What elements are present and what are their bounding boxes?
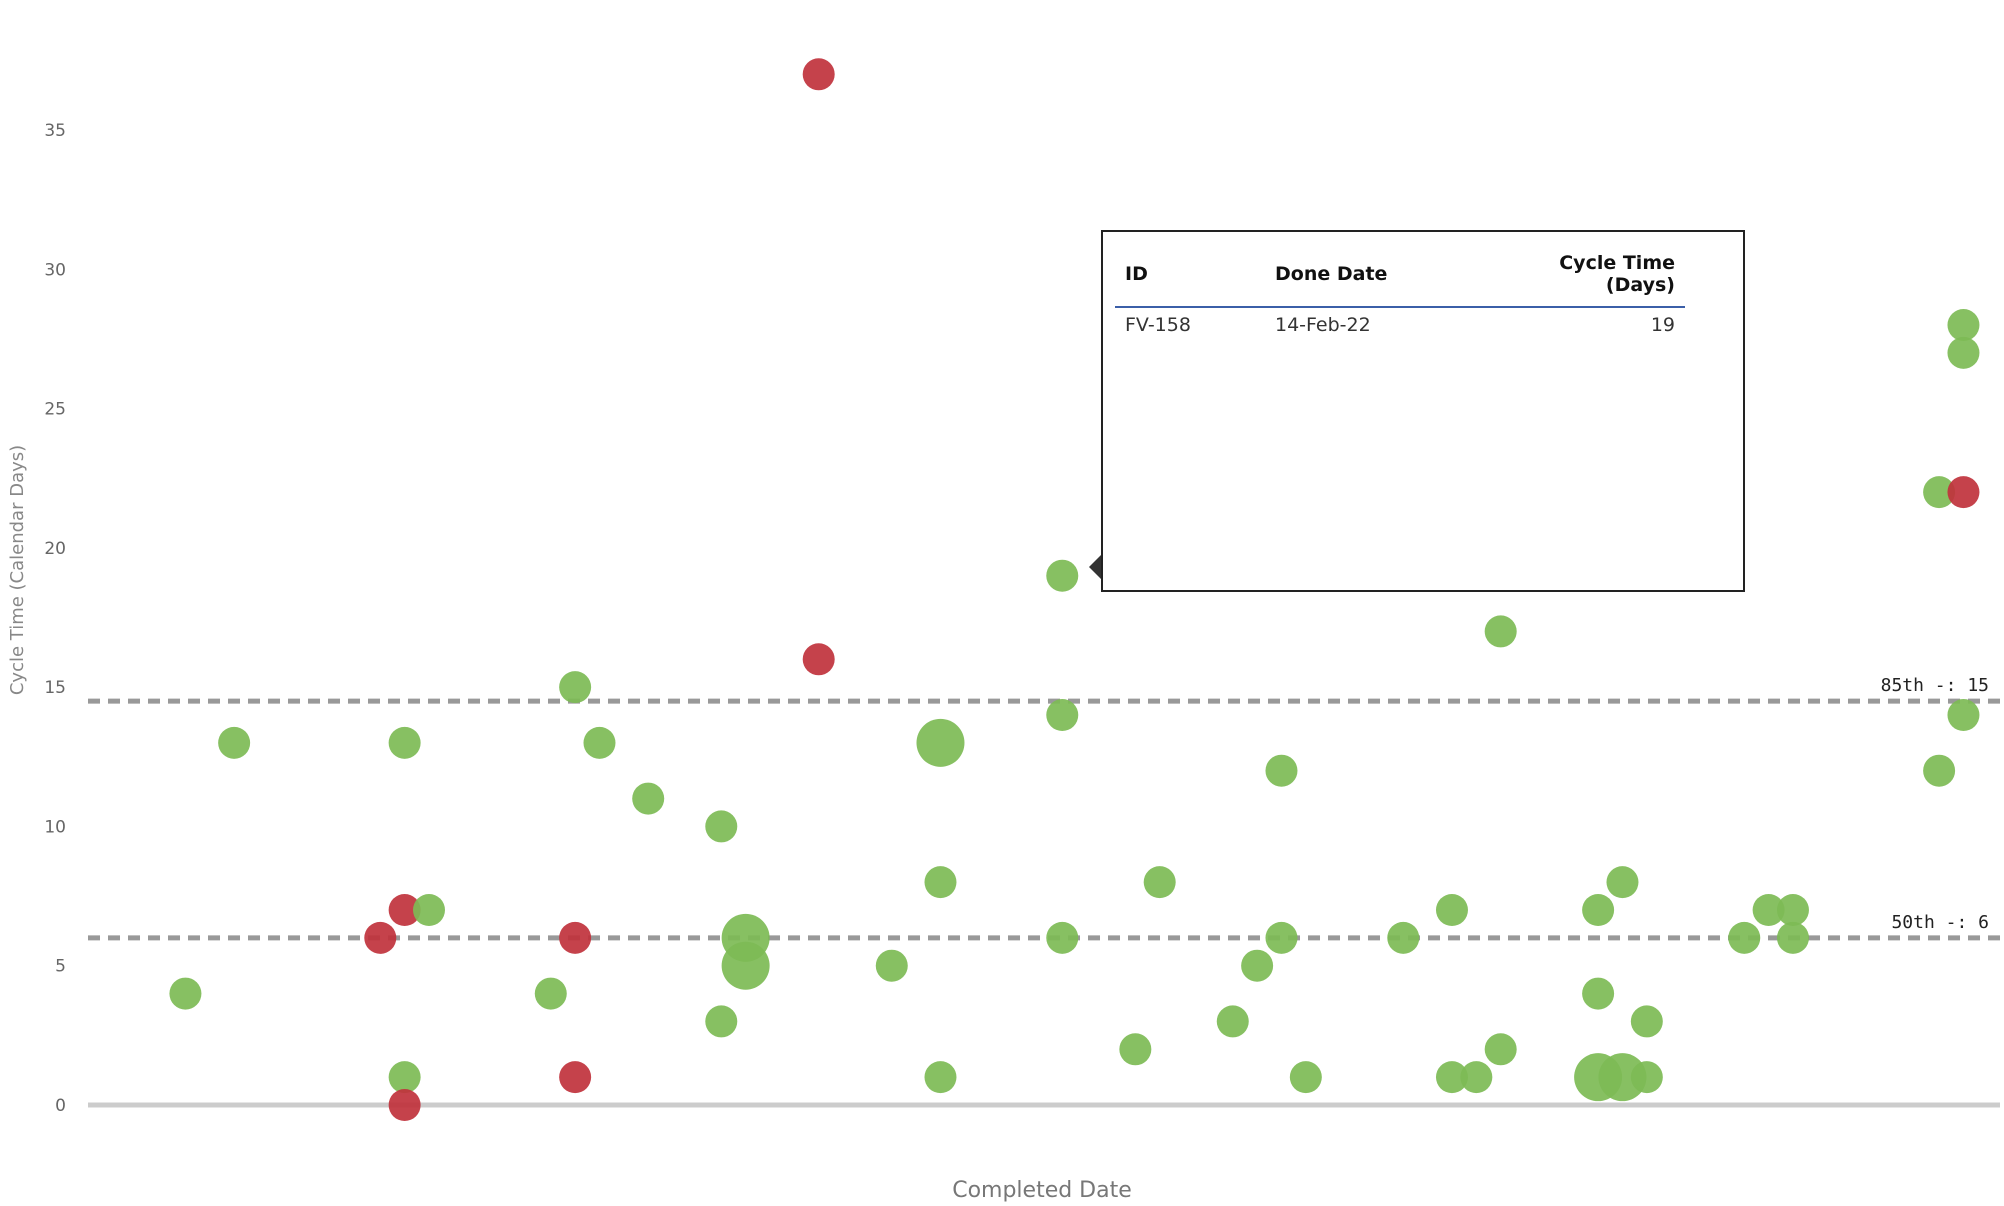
data-point[interactable] bbox=[1630, 1061, 1663, 1094]
data-point[interactable] bbox=[1776, 921, 1809, 954]
y-tick-label: 35 bbox=[44, 121, 66, 141]
y-axis-ticks: 0 5 10 15 20 25 30 35 bbox=[44, 121, 66, 1116]
tooltip-header-done-date: Done Date bbox=[1265, 246, 1475, 308]
data-point[interactable] bbox=[802, 643, 835, 676]
data-point[interactable] bbox=[388, 894, 421, 927]
data-point[interactable] bbox=[412, 894, 445, 927]
data-point[interactable] bbox=[1460, 1061, 1493, 1094]
data-point[interactable] bbox=[802, 58, 835, 91]
data-point[interactable] bbox=[1484, 615, 1517, 648]
data-point[interactable] bbox=[1046, 921, 1079, 954]
data-point[interactable] bbox=[169, 977, 202, 1010]
y-tick-label: 0 bbox=[55, 1096, 66, 1116]
tooltip-header-row: ID Done Date Cycle Time (Days) bbox=[1115, 246, 1685, 308]
data-point[interactable] bbox=[1776, 894, 1809, 927]
data-point[interactable] bbox=[1728, 921, 1761, 954]
data-point[interactable] bbox=[1947, 309, 1980, 342]
tooltip-pointer bbox=[1089, 555, 1101, 579]
data-points bbox=[169, 58, 1980, 1121]
tooltip-cell-done-date: 14-Feb-22 bbox=[1275, 314, 1371, 336]
reference-lines: 85th -: 15 50th -: 6 bbox=[88, 675, 2000, 941]
data-point[interactable] bbox=[1484, 1033, 1517, 1066]
data-point[interactable] bbox=[1046, 559, 1079, 592]
tooltip-cell-cycle-time: 19 bbox=[1650, 314, 1675, 336]
data-point[interactable] bbox=[559, 921, 592, 954]
y-tick-label: 10 bbox=[44, 817, 66, 837]
data-point[interactable] bbox=[1265, 754, 1298, 787]
data-point[interactable] bbox=[916, 718, 965, 767]
data-point[interactable] bbox=[1143, 866, 1176, 899]
data-point[interactable] bbox=[632, 782, 665, 815]
data-point[interactable] bbox=[1923, 476, 1956, 509]
data-point[interactable] bbox=[721, 941, 770, 990]
data-point[interactable] bbox=[1598, 1053, 1647, 1102]
data-point[interactable] bbox=[924, 1061, 957, 1094]
data-point[interactable] bbox=[1582, 977, 1615, 1010]
data-point[interactable] bbox=[388, 1089, 421, 1121]
y-axis-title: Cycle Time (Calendar Days) bbox=[7, 445, 28, 695]
data-point[interactable] bbox=[1289, 1061, 1322, 1094]
data-point[interactable] bbox=[364, 921, 397, 954]
data-point[interactable] bbox=[534, 977, 567, 1010]
y-tick-label: 30 bbox=[44, 260, 66, 280]
x-axis-title: Completed Date bbox=[952, 1178, 1132, 1202]
tooltip-table: ID Done Date Cycle Time (Days) FV-158 14… bbox=[1115, 246, 1685, 342]
data-point-tooltip: ID Done Date Cycle Time (Days) FV-158 14… bbox=[1089, 230, 1745, 592]
tooltip-cell-id: FV-158 bbox=[1125, 314, 1191, 336]
data-point[interactable] bbox=[1435, 1061, 1468, 1094]
tooltip-data-row: FV-158 14-Feb-22 19 bbox=[1115, 307, 1685, 342]
tooltip-header-id: ID bbox=[1115, 246, 1265, 308]
data-point[interactable] bbox=[583, 726, 616, 759]
y-tick-label: 15 bbox=[44, 678, 66, 698]
data-point[interactable] bbox=[388, 1061, 421, 1094]
data-point[interactable] bbox=[1046, 699, 1079, 732]
data-point[interactable] bbox=[1947, 336, 1980, 369]
data-point[interactable] bbox=[1947, 476, 1980, 509]
data-point[interactable] bbox=[1630, 1005, 1663, 1038]
data-point[interactable] bbox=[1216, 1005, 1249, 1038]
data-point[interactable] bbox=[1606, 866, 1639, 899]
data-point[interactable] bbox=[1119, 1033, 1152, 1066]
data-point[interactable] bbox=[705, 1005, 738, 1038]
y-tick-label: 25 bbox=[44, 400, 66, 420]
data-point[interactable] bbox=[875, 949, 908, 982]
data-point[interactable] bbox=[705, 810, 738, 843]
data-point[interactable] bbox=[1387, 921, 1420, 954]
data-point[interactable] bbox=[1435, 894, 1468, 927]
data-point[interactable] bbox=[924, 866, 957, 899]
y-tick-label: 5 bbox=[55, 957, 66, 977]
data-point[interactable] bbox=[388, 726, 421, 759]
data-point[interactable] bbox=[1582, 894, 1615, 927]
y-tick-label: 20 bbox=[44, 539, 66, 559]
data-point[interactable] bbox=[1923, 754, 1956, 787]
tooltip-header-cycle-time: Cycle Time (Days) bbox=[1475, 246, 1685, 308]
data-point[interactable] bbox=[218, 726, 251, 759]
data-point[interactable] bbox=[1241, 949, 1274, 982]
data-point[interactable] bbox=[559, 1061, 592, 1094]
reference-line-label: 50th -: 6 bbox=[1891, 912, 1989, 933]
data-point[interactable] bbox=[1752, 894, 1785, 927]
data-point[interactable] bbox=[559, 671, 592, 704]
data-point[interactable] bbox=[1265, 921, 1298, 954]
reference-line-label: 85th -: 15 bbox=[1881, 675, 1989, 696]
data-point[interactable] bbox=[1947, 699, 1980, 732]
